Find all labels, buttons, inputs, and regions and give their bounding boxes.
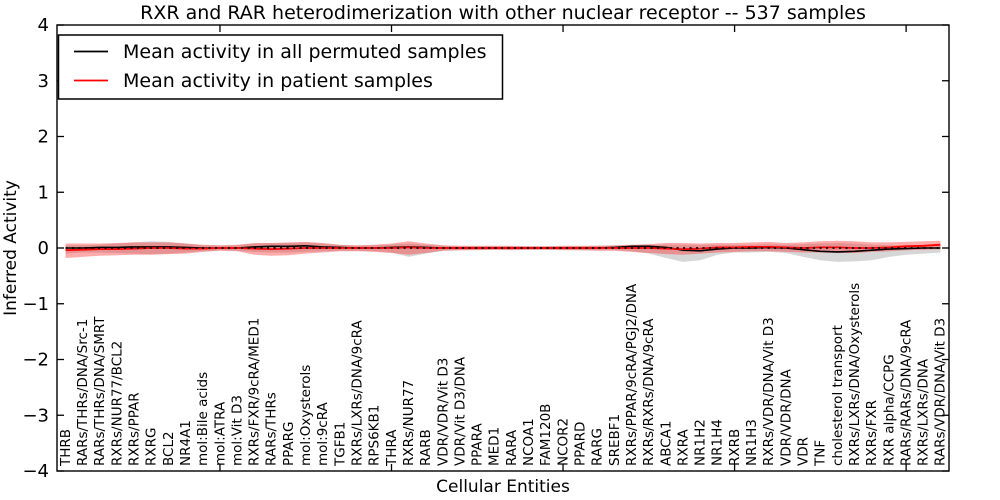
legend-box bbox=[57, 34, 504, 100]
x-tick-label: PPARA bbox=[470, 423, 486, 466]
x-tick-label: RXRs/FXR/9cRA/MED1 bbox=[247, 318, 263, 466]
y-tick-label: 1 bbox=[38, 182, 49, 203]
x-tick-label: NCOA1 bbox=[521, 418, 537, 466]
x-tick-label: RARs/THRs/DNA/SMRT bbox=[92, 316, 108, 466]
y-tick-label: 3 bbox=[38, 71, 49, 92]
x-tick-label: RARs/VDR/DNA/Vit D3 bbox=[933, 318, 949, 466]
x-tick-label: RXRs/NUR77/BCL2 bbox=[109, 341, 125, 466]
x-tick-label: RXRG bbox=[144, 428, 160, 466]
x-tick-labels: THRB RARs/THRs/DNA/Src-1 RARs/THRs/DNA/SMR… bbox=[58, 283, 949, 467]
y-tick-label: 4 bbox=[38, 15, 49, 36]
x-tick-label: RARA bbox=[504, 429, 520, 466]
confidence-bands bbox=[65, 240, 941, 262]
x-tick-label: NR1H4 bbox=[710, 419, 726, 466]
x-tick-label: NR1H2 bbox=[693, 419, 709, 466]
x-tick-label: THRA bbox=[384, 429, 400, 467]
x-tick-label: VDR/Vit D3/DNA bbox=[452, 356, 468, 466]
x-tick-label: mol:9cRA bbox=[315, 401, 331, 466]
y-axis-label: Inferred Activity bbox=[1, 180, 21, 316]
x-tick-label: RXRs/LXRs/DNA bbox=[916, 358, 932, 466]
x-tick-label: RXRs/FXR bbox=[864, 400, 880, 466]
y-tick-label: 0 bbox=[38, 238, 49, 259]
x-tick-label: mol:Oxysterols bbox=[298, 365, 314, 466]
x-tick-label: RARs/THRs/DNA/Src-1 bbox=[75, 319, 91, 466]
x-tick-label: RXRA bbox=[675, 429, 691, 466]
y-tick-label: −1 bbox=[22, 294, 49, 315]
y-tick-label: −4 bbox=[22, 461, 49, 482]
legend-label-permuted: Mean activity in all permuted samples bbox=[123, 41, 486, 63]
x-tick-label: RXRs/PPAR/9cRA/PGJ2/DNA bbox=[624, 283, 640, 466]
x-tick-label: RARs/RARs/DNA/9cRA bbox=[898, 319, 914, 466]
x-tick-label: RXRs/VDR/DNA/Vit D3 bbox=[761, 317, 777, 466]
x-tick-label: NR1H3 bbox=[744, 419, 760, 466]
x-tick-label: RXR alpha/CCPG bbox=[881, 354, 897, 466]
x-tick-label: mol:Bile acids bbox=[195, 372, 211, 466]
x-tick-label: VDR/VDR/Vit D3 bbox=[435, 358, 451, 466]
x-tick-label: RARB bbox=[418, 429, 434, 466]
x-tick-label: RXRs/RXRs/DNA/9cRA bbox=[641, 318, 657, 466]
y-tick-label: −3 bbox=[22, 405, 49, 426]
x-tick-label: RPS6KB1 bbox=[367, 405, 383, 466]
x-tick-label: TGFB1 bbox=[332, 422, 348, 467]
x-tick-label: ABCA1 bbox=[658, 420, 674, 466]
x-tick-label: FAM120B bbox=[538, 404, 554, 466]
x-tick-label: mol:Vit D3 bbox=[229, 395, 245, 466]
x-tick-label: THRB bbox=[58, 429, 74, 467]
x-tick-label: RXRs/LXRs/DNA/9cRA bbox=[350, 320, 366, 466]
x-tick-label: VDR/VDR/DNA bbox=[778, 368, 794, 466]
y-tick-label: −2 bbox=[22, 350, 49, 371]
x-tick-label: PPARG bbox=[281, 422, 297, 467]
x-tick-label: RARG bbox=[590, 428, 606, 466]
patient-band bbox=[65, 240, 941, 258]
x-tick-label: RARs/THRs bbox=[264, 392, 280, 466]
y-tick-label: 2 bbox=[38, 127, 49, 148]
x-tick-label: TNF bbox=[813, 440, 829, 467]
x-tick-label: RXRB bbox=[727, 429, 743, 466]
x-tick-label: NR4A1 bbox=[178, 420, 194, 466]
x-tick-label: cholesterol transport bbox=[830, 325, 846, 466]
x-tick-label: VDR bbox=[796, 437, 812, 466]
x-tick-label: NCOR2 bbox=[555, 418, 571, 466]
legend: Mean activity in all permuted samples Me… bbox=[57, 34, 504, 100]
x-tick-label: BCL2 bbox=[161, 431, 177, 466]
x-tick-label: SREBF1 bbox=[607, 414, 623, 466]
x-axis-label: Cellular Entities bbox=[436, 477, 570, 497]
series-lines bbox=[65, 243, 941, 253]
x-tick-label: RXRs/LXRs/DNA/Oxysterols bbox=[847, 283, 863, 466]
x-tick-label: RXRs/PPAR bbox=[127, 392, 143, 466]
chart-title: RXR and RAR heterodimerization with othe… bbox=[140, 2, 866, 24]
x-tick-label: MED1 bbox=[487, 427, 503, 466]
legend-label-patient: Mean activity in patient samples bbox=[123, 70, 433, 92]
y-tick-labels: 4 3 2 1 0 −1 −2 −3 −4 bbox=[22, 15, 49, 482]
x-tick-label: mol:ATRA bbox=[212, 401, 228, 466]
x-tick-label: PPARD bbox=[573, 422, 589, 466]
x-tick-label: RXRs/NUR77 bbox=[401, 380, 417, 466]
plot-border bbox=[56, 24, 950, 472]
